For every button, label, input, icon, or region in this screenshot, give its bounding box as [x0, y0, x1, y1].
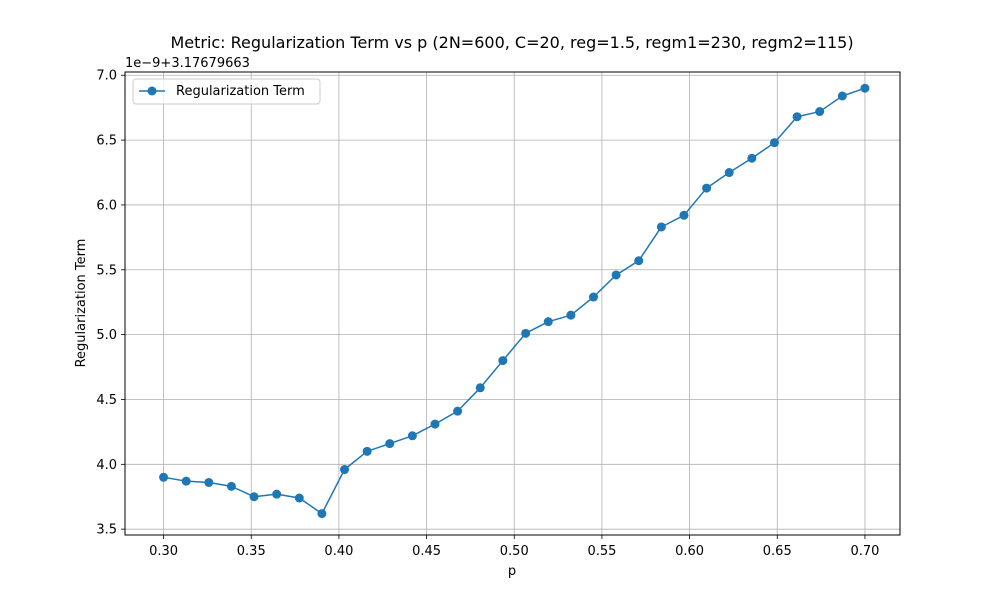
y-tick-label: 5.5 — [96, 263, 117, 278]
grid — [125, 72, 900, 535]
x-tick-label: 0.65 — [763, 544, 792, 559]
data-point — [769, 138, 779, 148]
data-point — [589, 292, 599, 302]
data-point — [815, 107, 825, 117]
data-point — [362, 446, 372, 456]
data-point — [272, 489, 282, 499]
data-point — [317, 509, 327, 519]
legend-marker — [147, 86, 157, 96]
x-tick-label: 0.45 — [412, 544, 441, 559]
data-point — [226, 481, 236, 491]
data-point — [611, 270, 621, 280]
y-tick-label: 3.5 — [96, 523, 117, 538]
data-point — [385, 439, 395, 449]
data-point — [181, 476, 191, 486]
data-point — [475, 383, 485, 393]
y-tick-label: 6.5 — [96, 134, 117, 149]
data-point — [159, 472, 169, 482]
data-point — [407, 431, 417, 441]
y-tick-label: 5.0 — [96, 328, 117, 343]
plot-frame — [124, 71, 901, 536]
x-tick-label: 0.60 — [675, 544, 704, 559]
data-point — [724, 168, 734, 178]
y-axis-label: Regularization Term — [74, 239, 89, 368]
data-point — [543, 317, 553, 327]
y-tick-label: 6.0 — [96, 198, 117, 213]
chart-title: Metric: Regularization Term vs p (2N=600… — [170, 33, 853, 52]
data-point — [679, 210, 689, 220]
data-point — [860, 83, 870, 93]
data-point — [521, 328, 531, 338]
y-tick-label: 7.0 — [96, 69, 117, 84]
data-point — [204, 477, 214, 487]
x-tick-label: 0.70 — [850, 544, 879, 559]
legend-box — [132, 78, 321, 105]
data-point — [747, 153, 757, 163]
y-tick-label: 4.0 — [96, 458, 117, 473]
data-point — [702, 183, 712, 193]
data-point — [566, 310, 576, 320]
x-axis: 0.30 0.35 0.40 0.45 0.50 0.55 0.60 0.65 0.70 — [149, 535, 879, 559]
data-point — [792, 112, 802, 122]
y-offset-text: 1e−9+3.17679663 — [125, 56, 250, 71]
x-tick-label: 0.55 — [587, 544, 616, 559]
x-tick-label: 0.40 — [324, 544, 353, 559]
y-tick-label: 4.5 — [96, 393, 117, 408]
y-axis: 3.5 4.0 4.5 5.0 5.5 6.0 6.5 7.0 — [96, 69, 125, 538]
data-point — [498, 356, 508, 366]
x-tick-label: 0.35 — [237, 544, 266, 559]
data-point — [634, 256, 644, 266]
data-point — [430, 419, 440, 429]
legend: Regularization Term — [132, 78, 321, 105]
data-point — [453, 406, 463, 416]
data-point — [249, 492, 259, 502]
data-point — [837, 91, 847, 101]
legend-label: Regularization Term — [176, 84, 305, 99]
data-point — [656, 222, 666, 232]
x-axis-label: p — [508, 564, 516, 579]
data-point — [294, 493, 304, 503]
data-point — [340, 465, 350, 475]
series-layer — [159, 83, 870, 519]
x-tick-label: 0.30 — [149, 544, 178, 559]
x-tick-label: 0.50 — [500, 544, 529, 559]
